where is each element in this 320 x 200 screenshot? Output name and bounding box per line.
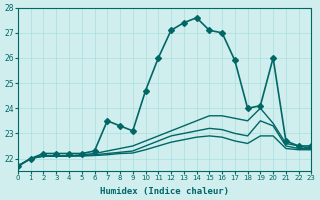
X-axis label: Humidex (Indice chaleur): Humidex (Indice chaleur): [100, 187, 229, 196]
